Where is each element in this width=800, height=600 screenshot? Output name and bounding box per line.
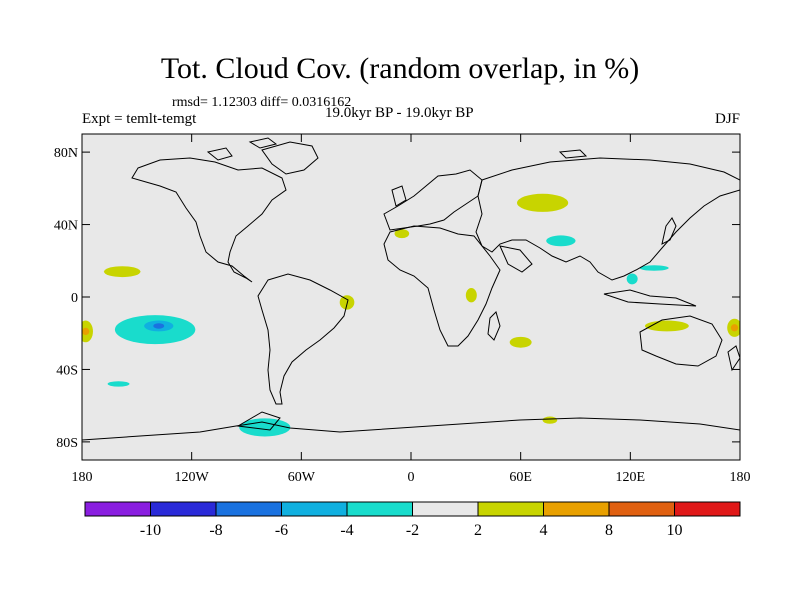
anomaly-layer — [82, 193, 740, 437]
colorbar-swatch — [281, 501, 348, 517]
longitude-axis: 180 120W 60W 0 60E 120E 180 — [72, 134, 751, 485]
colorbar-swatch — [215, 501, 282, 517]
anomaly-philippines-negative — [626, 273, 638, 285]
anomaly-dateline-east-core — [730, 324, 739, 332]
lon-tick-label: 60W — [288, 470, 316, 485]
map-background — [82, 134, 740, 460]
colorbar-label: -4 — [340, 522, 353, 539]
lat-tick-label: 0 — [71, 291, 78, 306]
anomaly-mediterranean-positive — [394, 229, 410, 239]
lat-tick-label: 80S — [56, 436, 78, 451]
lon-tick-label: 180 — [730, 470, 751, 485]
season-label: DJF — [714, 111, 740, 127]
latitude-axis: 80N 40N 0 40S 80S — [54, 146, 740, 451]
lat-tick-label: 80N — [54, 146, 78, 161]
stats-line: rmsd= 1.12303 diff= 0.0316162 — [172, 95, 352, 110]
lon-tick-label: 120E — [616, 470, 646, 485]
colorbar-label: 2 — [474, 522, 482, 539]
colorbar-swatch — [477, 501, 544, 517]
colorbar-label: -10 — [140, 522, 161, 539]
anomaly-dateline-west-core — [82, 327, 90, 336]
anomaly-s-indian-positive — [542, 416, 558, 424]
plot-title: Tot. Cloud Cov. (random overlap, in %) — [160, 52, 640, 85]
anomaly-s-pacific-center — [153, 323, 165, 329]
lon-tick-label: 120W — [175, 470, 210, 485]
colorbar-label: 10 — [667, 522, 683, 539]
colorbar-swatch — [412, 501, 479, 517]
colorbar-swatch — [608, 501, 675, 517]
lon-tick-label: 180 — [72, 470, 93, 485]
anomaly-se-pacific-negative — [107, 381, 130, 387]
period-label: 19.0kyr BP - 19.0kyr BP — [325, 105, 474, 121]
colorbar-label: 4 — [540, 522, 548, 539]
colorbar-swatch — [674, 501, 741, 517]
colorbar-label: -2 — [406, 522, 419, 539]
anomaly-s-ocean-negative — [239, 418, 291, 437]
lat-tick-label: 40S — [56, 363, 78, 378]
coastlines — [82, 137, 740, 441]
lon-tick-label: 60E — [509, 470, 532, 485]
anomaly-africa-positive — [465, 287, 477, 303]
anomaly-asia-negative — [546, 235, 576, 247]
colorbar-label: -8 — [209, 522, 222, 539]
anomaly-n-pacific-positive — [103, 266, 141, 278]
colorbar-label: 8 — [605, 522, 613, 539]
anomaly-w-pacific-negative — [639, 265, 669, 271]
colorbar-swatch — [346, 501, 413, 517]
colorbar-swatch — [543, 501, 610, 517]
anomaly-indian-ocean-positive — [509, 336, 532, 348]
lat-tick-label: 40N — [54, 219, 78, 234]
colorbar-label: -6 — [275, 522, 288, 539]
anomaly-siberia-positive — [517, 193, 569, 212]
colorbar-swatch — [150, 501, 217, 517]
colorbar-swatch — [84, 501, 151, 517]
lon-tick-label: 0 — [408, 470, 415, 485]
colorbar: -10 -8 -6 -4 -2 2 4 8 10 — [84, 501, 741, 539]
experiment-label: Expt = temlt-temgt — [82, 111, 197, 127]
